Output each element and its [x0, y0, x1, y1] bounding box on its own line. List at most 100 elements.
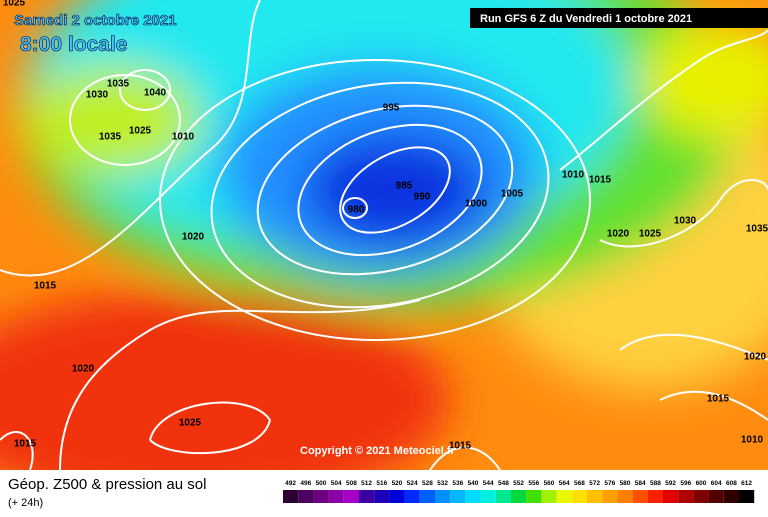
- scale-label: 592: [665, 480, 676, 487]
- scale-swatch: [419, 490, 435, 503]
- scale-label: 516: [376, 480, 387, 487]
- scale-swatch: [465, 490, 481, 503]
- isobar-label: 995: [383, 103, 400, 114]
- scale-label: 584: [635, 480, 646, 487]
- scale-swatch: [374, 490, 390, 503]
- scale-swatch: [480, 490, 496, 503]
- scale-label: 564: [559, 480, 570, 487]
- scale-swatch: [587, 490, 603, 503]
- footer-title: Géop. Z500 & pression au sol: [8, 476, 206, 493]
- scale-label: 560: [544, 480, 555, 487]
- scale-label: 608: [726, 480, 737, 487]
- scale-swatch: [617, 490, 633, 503]
- scale-swatch: [678, 490, 694, 503]
- scale-swatch: [602, 490, 618, 503]
- scale-label: 552: [513, 480, 524, 487]
- scale-swatch: [359, 490, 375, 503]
- scale-swatch: [283, 490, 299, 503]
- scale-label: 492: [285, 480, 296, 487]
- isobar-label: 1020: [72, 364, 95, 375]
- isobar-label: 1015: [14, 439, 37, 450]
- isobars: [0, 0, 768, 470]
- scale-label: 572: [589, 480, 600, 487]
- scale-swatch: [343, 490, 359, 503]
- scale-swatch: [663, 490, 679, 503]
- scale-label: 596: [680, 480, 691, 487]
- scale-swatch: [708, 490, 724, 503]
- scale-swatch: [723, 490, 739, 503]
- run-info: Run GFS 6 Z du Vendredi 1 octobre 2021: [480, 13, 692, 25]
- isobar-label: 1015: [707, 394, 730, 405]
- scale-swatch: [571, 490, 587, 503]
- scale-label: 580: [620, 480, 631, 487]
- scale-swatch: [632, 490, 648, 503]
- isobar-label: 1015: [34, 281, 57, 292]
- run-box: [470, 8, 768, 28]
- scale-swatch: [526, 490, 542, 503]
- scale-label: 512: [361, 480, 372, 487]
- isobar-label: 1010: [562, 170, 585, 181]
- copyright: Copyright © 2021 Meteociel.fr: [300, 445, 456, 457]
- isobar-label: 1035: [746, 224, 768, 235]
- isobar-label: 1035: [99, 132, 122, 143]
- isobar-label: 1020: [182, 232, 205, 243]
- scale-label: 520: [392, 480, 403, 487]
- scale-label: 496: [300, 480, 311, 487]
- isobar-label: 980: [348, 205, 365, 216]
- isobar-label: 1010: [172, 132, 195, 143]
- scale-label: 500: [316, 480, 327, 487]
- isobar-label: 1010: [741, 435, 764, 446]
- scale-label: 548: [498, 480, 509, 487]
- isobar-label: 985: [396, 181, 413, 192]
- scale-label: 540: [468, 480, 479, 487]
- scale-label: 504: [331, 480, 342, 487]
- scale-label: 508: [346, 480, 357, 487]
- scale-swatch: [389, 490, 405, 503]
- scale-swatch: [495, 490, 511, 503]
- scale-label: 600: [696, 480, 707, 487]
- scale-swatch: [511, 490, 527, 503]
- scale-swatch: [435, 490, 451, 503]
- scale-label: 604: [711, 480, 722, 487]
- scale-swatch: [693, 490, 709, 503]
- scale-swatch: [450, 490, 466, 503]
- isobar-label: 1025: [179, 418, 202, 429]
- scale-label: 528: [422, 480, 433, 487]
- scale-label: 576: [604, 480, 615, 487]
- scale-swatch: [313, 490, 329, 503]
- scale-label: 532: [437, 480, 448, 487]
- isobar-label: 1015: [449, 441, 472, 452]
- isobar-label: 1030: [86, 90, 109, 101]
- isobar-label: 1025: [129, 126, 152, 137]
- scale-label: 612: [741, 480, 752, 487]
- isobar-label: 1025: [3, 0, 26, 9]
- forecast-date: Samedi 2 octobre 2021: [14, 12, 177, 29]
- scale-label: 568: [574, 480, 585, 487]
- isobar-label: 1040: [144, 88, 167, 99]
- scale-swatch: [739, 490, 755, 503]
- isobar-label: 1025: [639, 229, 662, 240]
- isobar-label: 1030: [674, 216, 697, 227]
- isobar-label: 990: [414, 192, 431, 203]
- isobar-label: 1020: [607, 229, 630, 240]
- scale-swatch: [328, 490, 344, 503]
- footer-lead: (+ 24h): [8, 497, 43, 509]
- scale-swatch: [541, 490, 557, 503]
- scale-label: 556: [528, 480, 539, 487]
- scale-swatch: [556, 490, 572, 503]
- isobar-label: 1035: [107, 79, 130, 90]
- forecast-time: 8:00 locale: [20, 33, 127, 56]
- color-scale: 492 496 500 504 508 512 516 520 524 528 532 536 540 5…: [283, 480, 755, 503]
- isobar-label: 1015: [589, 175, 612, 186]
- isobar-label: 1005: [501, 189, 524, 200]
- scale-label: 544: [483, 480, 494, 487]
- isobar-label: 1000: [465, 199, 488, 210]
- scale-label: 588: [650, 480, 661, 487]
- scale-swatch: [647, 490, 663, 503]
- scale-label: 524: [407, 480, 418, 487]
- isobar-label: 1020: [744, 352, 767, 363]
- scale-swatch: [298, 490, 314, 503]
